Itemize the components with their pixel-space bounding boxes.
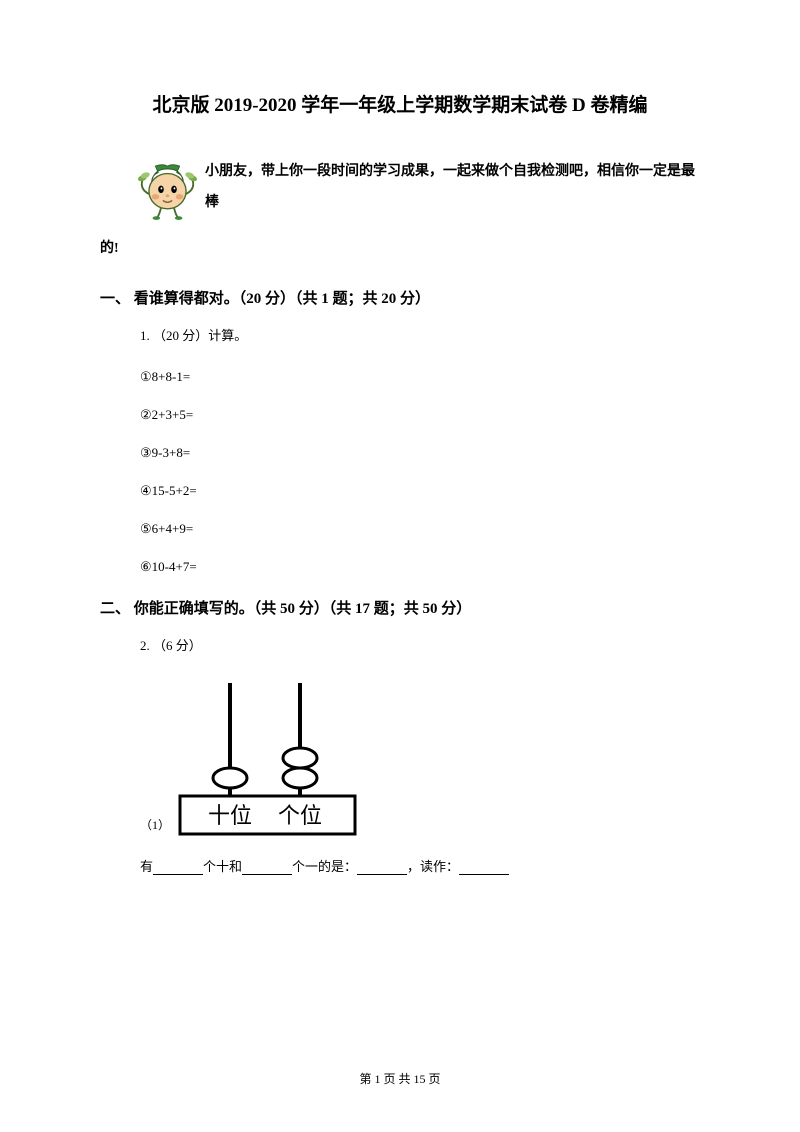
fill-text-4: ，读作： xyxy=(407,859,459,874)
svg-text:十位: 十位 xyxy=(208,803,252,828)
footer-mid: 页 共 xyxy=(380,1072,413,1086)
svg-text:个位: 个位 xyxy=(278,803,322,828)
mascot-icon xyxy=(135,152,200,222)
fill-text-1: 有 xyxy=(140,859,153,874)
intro-row: 小朋友，带上你一段时间的学习成果，一起来做个自我检测吧，相信你一定是最棒 xyxy=(100,152,700,222)
blank-2 xyxy=(242,861,292,875)
page-footer: 第 1 页 共 15 页 xyxy=(0,1070,800,1087)
blank-3 xyxy=(357,861,407,875)
section-1-header: 一、 看谁算得都对。（20 分）（共 1 题；共 20 分） xyxy=(100,287,700,308)
intro-text-1: 小朋友，带上你一段时间的学习成果，一起来做个自我检测吧，相信你一定是最棒 xyxy=(205,157,700,222)
calc-item-6: ⑥10-4+7= xyxy=(140,559,700,575)
sub-question-number: （1） xyxy=(140,816,170,833)
footer-prefix: 第 xyxy=(359,1072,374,1086)
abacus-diagram: 十位 个位 xyxy=(175,678,365,838)
calc-item-4: ④15-5+2= xyxy=(140,483,700,499)
question-2: 2. （6 分） xyxy=(140,636,700,657)
footer-suffix: 页 xyxy=(426,1072,441,1086)
fill-blank-line: 有 个十和 个一的是： ，读作： xyxy=(140,856,700,875)
intro-text-2: 的! xyxy=(100,234,700,265)
blank-1 xyxy=(153,861,203,875)
section-2-header: 二、 你能正确填写的。（共 50 分）（共 17 题；共 50 分） xyxy=(100,597,700,618)
blank-4 xyxy=(459,861,509,875)
fill-text-2: 个十和 xyxy=(203,859,242,874)
calc-item-2: ②2+3+5= xyxy=(140,407,700,423)
calc-item-5: ⑤6+4+9= xyxy=(140,521,700,537)
calc-item-1: ①8+8-1= xyxy=(140,369,700,385)
calc-item-3: ③9-3+8= xyxy=(140,445,700,461)
question-1: 1. （20 分）计算。 xyxy=(140,326,700,347)
abacus-figure: （1） 十位 个位 xyxy=(140,678,700,838)
fill-text-3: 个一的是： xyxy=(292,859,357,874)
footer-total: 15 xyxy=(414,1072,426,1086)
page-title: 北京版 2019-2020 学年一年级上学期数学期末试卷 D 卷精编 xyxy=(100,90,700,117)
